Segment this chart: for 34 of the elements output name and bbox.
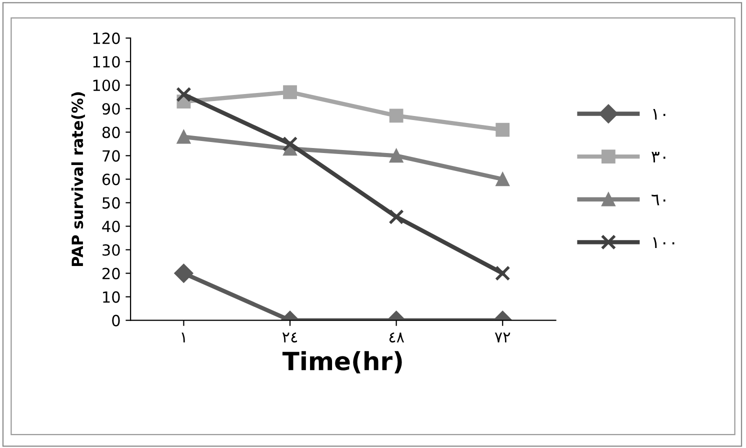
point [388, 209, 404, 224]
point [496, 172, 510, 186]
y-tick-label: 90 [102, 103, 120, 115]
point [174, 264, 194, 283]
x-axis-title: Time(hr) [282, 351, 402, 374]
point [496, 122, 510, 137]
y-tick-label: 0 [112, 314, 120, 326]
y-tick-label: 110 [93, 56, 120, 68]
x-tick-label: ٢٤ [282, 332, 297, 342]
point [176, 86, 192, 102]
point [283, 85, 297, 100]
x-tick-label: ١ [182, 332, 185, 342]
point [176, 130, 191, 144]
y-tick-label: 30 [102, 244, 120, 256]
point [389, 108, 404, 123]
point [389, 148, 404, 163]
legend-label: ٣٠ [652, 152, 666, 162]
legend-label: ١٠٠ [653, 237, 674, 248]
legend-label: ٦٠ [652, 194, 666, 206]
y-tick-label: 120 [93, 32, 120, 44]
x-tick-label: ٤٨ [389, 332, 404, 342]
y-tick-label: 40 [102, 220, 120, 232]
legend-label: ١٠ [653, 109, 666, 120]
y-tick-label: 50 [102, 197, 120, 209]
y-tick-label: 60 [102, 174, 120, 186]
point [282, 136, 298, 152]
x-tick-label: ٧٢ [494, 332, 510, 342]
y-tick-label: 100 [93, 80, 120, 92]
point [494, 266, 510, 281]
y-tick-label: 80 [102, 126, 120, 138]
y-tick-label: 20 [102, 268, 120, 280]
y-tick-label: 70 [102, 150, 120, 162]
y-tick-label: 10 [103, 291, 120, 303]
y-axis-title: PAP survival rate(%) [71, 92, 85, 266]
